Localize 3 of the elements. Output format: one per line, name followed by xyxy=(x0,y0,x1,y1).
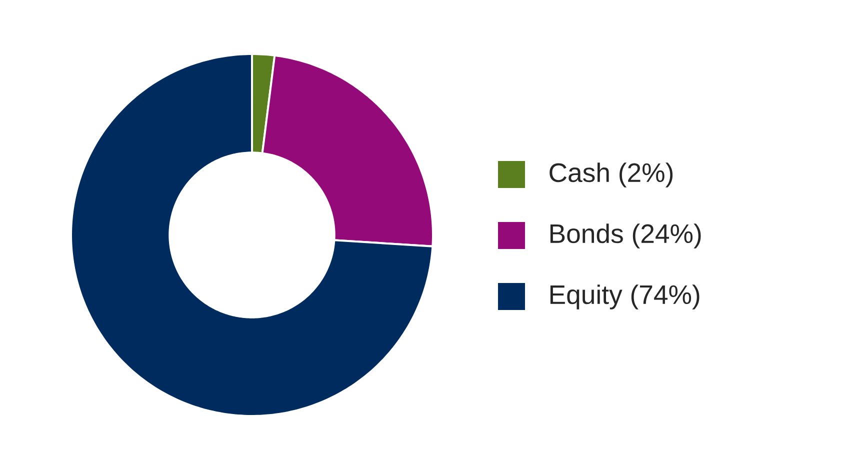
legend-label: Bonds (24%) xyxy=(550,224,701,248)
legend-label: Cash (2%) xyxy=(550,162,673,188)
legend-label: Equity (74%) xyxy=(550,284,700,310)
